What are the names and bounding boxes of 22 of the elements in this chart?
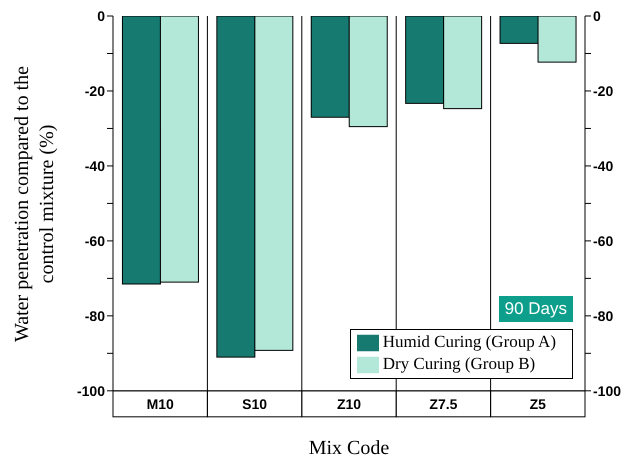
legend-label: Humid Curing (Group A): [382, 332, 556, 351]
annotation: 90 Days: [498, 296, 573, 322]
x-tick-label: Z5: [530, 396, 546, 412]
y2-tick-label: -100: [593, 382, 622, 399]
legend-label: Dry Curing (Group B): [382, 354, 536, 374]
y2-tick-label: -40: [593, 158, 614, 174]
y2-tick-label: -20: [593, 82, 614, 99]
x-tick-label: M10: [146, 396, 174, 412]
x-tick-label: Z10: [336, 396, 362, 412]
y-axis-title: Water penetration compared to the control mixture (%): [10, 64, 59, 344]
y-tick-label: 0: [97, 8, 106, 24]
y-tick-label: -20: [84, 82, 106, 99]
y-tick-label: -60: [84, 232, 106, 249]
y-tick-label: -40: [84, 158, 106, 174]
x-axis-title: Mix Code: [308, 437, 390, 460]
y-tick-label: -100: [76, 382, 106, 399]
y-tick-label: -80: [84, 308, 106, 324]
x-tick-label: Z7.5: [429, 396, 458, 412]
x-tick-label: S10: [242, 396, 268, 412]
y2-tick-label: -60: [593, 232, 614, 249]
y2-tick-label: 0: [593, 8, 601, 24]
y2-tick-label: -80: [593, 308, 614, 324]
